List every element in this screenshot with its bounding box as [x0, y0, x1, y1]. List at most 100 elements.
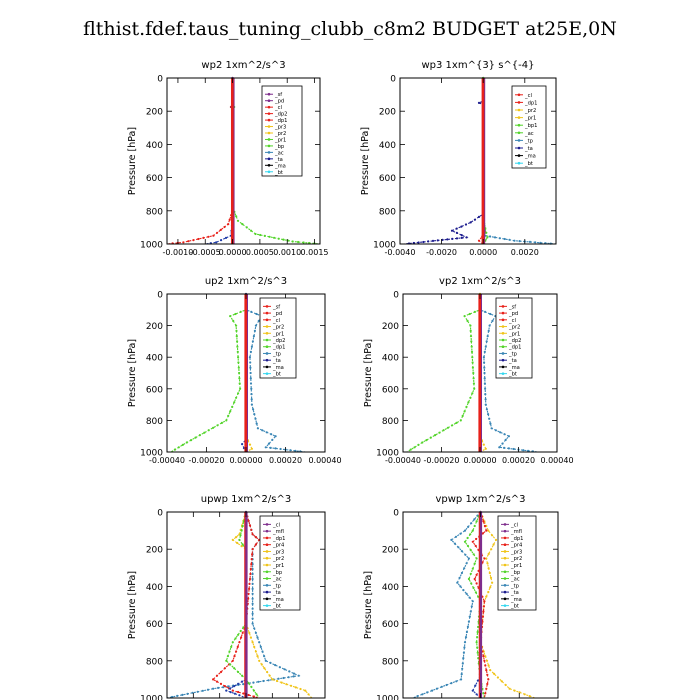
legend-entry: _bt [274, 170, 283, 176]
series-point [237, 670, 240, 674]
series-point [482, 520, 485, 523]
series-point [249, 567, 252, 571]
series-point [425, 439, 428, 442]
series-point [187, 240, 190, 243]
y-tick-label: 200 [146, 322, 163, 332]
figure-title: flthist.fdef.taus_tuning_clubb_c8m2 BUDG… [83, 18, 617, 40]
legend-entry: _cl [274, 105, 282, 111]
series-point [481, 615, 484, 618]
legend-entry: _tp [272, 583, 282, 589]
y-tick-label: 400 [146, 141, 163, 151]
y-tick-label: 0 [390, 75, 396, 85]
series-point [238, 641, 241, 644]
series-point [500, 680, 503, 683]
x-tick-label: -0.00020 [189, 456, 225, 465]
series-point [249, 382, 253, 385]
series-point [302, 241, 305, 244]
series-point [297, 674, 300, 677]
series-point [235, 335, 238, 338]
series-point [513, 689, 516, 692]
series-point [472, 382, 475, 385]
series-point [249, 636, 252, 639]
series-point [487, 590, 490, 594]
series-point [241, 543, 244, 546]
series-line-yellow [231, 511, 313, 699]
legend-marker [265, 590, 269, 594]
x-tick-label: -0.0020 [426, 248, 457, 257]
series-point [469, 221, 472, 224]
series-point [251, 622, 254, 625]
series-point [482, 356, 485, 359]
y-tick-label: 800 [382, 657, 399, 667]
series-point [467, 401, 470, 404]
y-axis-label: Pressure [hPa] [360, 127, 371, 195]
series-point [279, 447, 282, 451]
series-point [487, 329, 490, 332]
legend-entry: _dp1 [272, 345, 285, 351]
series-point [249, 371, 252, 375]
series-point [261, 429, 264, 432]
series-point [215, 241, 218, 244]
series-point [498, 237, 501, 240]
legend-entry: _pr1 [508, 331, 520, 337]
series-point [484, 398, 487, 401]
series-point [460, 236, 463, 239]
legend-entry: _pr1 [272, 563, 284, 569]
series-point [212, 687, 215, 690]
series-point [459, 419, 462, 422]
legend-entry: _bt [272, 604, 281, 610]
series-point [472, 553, 475, 556]
series-point [471, 361, 474, 364]
series-point [264, 446, 267, 449]
legend-marker [501, 318, 505, 322]
legend-entry: _pr2 [274, 131, 286, 137]
legend-marker [517, 154, 521, 157]
y-tick-label: 800 [379, 207, 396, 217]
series-point [489, 586, 492, 589]
series-point [455, 421, 458, 424]
series-point [463, 529, 467, 532]
series-point [248, 443, 252, 446]
series-point [455, 680, 458, 683]
series-point [491, 581, 494, 584]
series-point [503, 446, 506, 449]
series-point [488, 417, 491, 420]
series-point [453, 542, 456, 545]
legend-entry: _ta [524, 146, 533, 152]
legend-marker [265, 318, 269, 322]
legend-marker [267, 131, 271, 135]
series-point [269, 661, 272, 665]
x-tick-label: 0.00020 [502, 456, 535, 465]
series-point [251, 553, 254, 556]
y-tick-label: 800 [146, 207, 163, 217]
series-point [417, 443, 420, 446]
legend-entry: _dp2 [272, 338, 285, 344]
series-point [518, 691, 521, 694]
legend-marker [503, 523, 507, 526]
series-point [273, 236, 276, 239]
series-point [254, 232, 257, 236]
legend-entry: _ta [510, 590, 519, 596]
series-line-blue [205, 78, 234, 245]
legend-marker [265, 529, 269, 533]
legend-marker [517, 123, 521, 127]
legend-marker [503, 543, 507, 546]
legend-marker [265, 352, 269, 355]
series-point [484, 692, 487, 695]
series-point [283, 668, 286, 671]
series-point [251, 592, 254, 595]
legend-marker [501, 338, 505, 342]
series-point [282, 676, 285, 680]
series-line-blue [224, 512, 247, 699]
series-point [438, 431, 441, 434]
series-point [274, 664, 277, 667]
series-point [251, 577, 254, 581]
legend-marker [265, 325, 269, 328]
series-point [252, 335, 255, 338]
series-point [271, 678, 274, 681]
series-point [304, 689, 307, 692]
series-point [409, 448, 412, 451]
series-point [475, 520, 478, 523]
legend-entry: _mfl [272, 529, 284, 535]
series-point [487, 664, 490, 667]
